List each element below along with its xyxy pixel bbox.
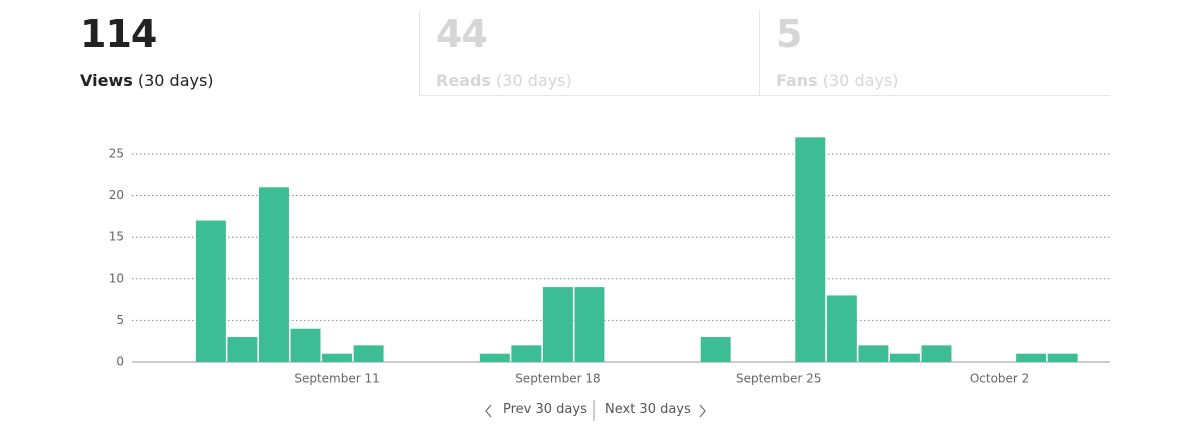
bar bbox=[1016, 353, 1047, 362]
views-tab[interactable]: 114 Views (30 days) bbox=[80, 10, 420, 96]
y-tick-label: 5 bbox=[116, 313, 124, 327]
bar bbox=[195, 220, 226, 362]
bar bbox=[227, 337, 258, 362]
reads-tab[interactable]: 44 Reads (30 days) bbox=[420, 10, 760, 96]
tab-period: (30 days) bbox=[137, 71, 214, 90]
prev-chevron bbox=[485, 404, 492, 418]
y-tick-label: 10 bbox=[109, 271, 124, 285]
tab-label: Fans bbox=[776, 71, 818, 90]
bar bbox=[574, 287, 605, 362]
tab-period: (30 days) bbox=[822, 71, 899, 90]
y-tick-label: 20 bbox=[109, 188, 124, 202]
bar bbox=[258, 187, 289, 362]
y-tick-label: 0 bbox=[116, 355, 124, 369]
bar bbox=[511, 345, 542, 362]
prev-button[interactable]: Prev 30 days bbox=[503, 402, 587, 417]
bar bbox=[858, 345, 889, 362]
bar bbox=[479, 353, 510, 362]
views-label: Views (30 days) bbox=[80, 71, 214, 90]
bar bbox=[889, 353, 920, 362]
x-tick-label: September 18 bbox=[515, 372, 600, 386]
bar bbox=[700, 337, 731, 362]
bar bbox=[795, 137, 826, 362]
x-tick-label: September 11 bbox=[294, 372, 379, 386]
bar bbox=[921, 345, 952, 362]
views-count: 114 bbox=[80, 12, 157, 56]
bar bbox=[353, 345, 384, 362]
bar bbox=[542, 287, 573, 362]
reads-label: Reads (30 days) bbox=[436, 71, 572, 90]
y-tick-label: 25 bbox=[109, 147, 124, 161]
bar bbox=[1047, 353, 1078, 362]
bar bbox=[322, 353, 353, 362]
y-tick-label: 15 bbox=[109, 230, 124, 244]
fans-count: 5 bbox=[776, 12, 802, 56]
next-button[interactable]: Next 30 days bbox=[605, 402, 691, 417]
tab-label: Views bbox=[80, 71, 133, 90]
fans-label: Fans (30 days) bbox=[776, 71, 899, 90]
tab-period: (30 days) bbox=[496, 71, 572, 90]
reads-count: 44 bbox=[436, 12, 488, 56]
tab-label: Reads bbox=[436, 71, 491, 90]
next-chevron bbox=[699, 404, 706, 418]
bar bbox=[826, 295, 857, 362]
fans-tab[interactable]: 5 Fans (30 days) bbox=[760, 10, 1110, 96]
bar bbox=[290, 328, 321, 362]
x-tick-label: October 2 bbox=[970, 372, 1029, 386]
x-tick-label: September 25 bbox=[736, 372, 821, 386]
